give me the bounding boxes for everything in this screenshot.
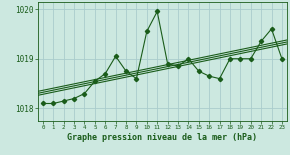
X-axis label: Graphe pression niveau de la mer (hPa): Graphe pression niveau de la mer (hPa) [67,133,258,142]
